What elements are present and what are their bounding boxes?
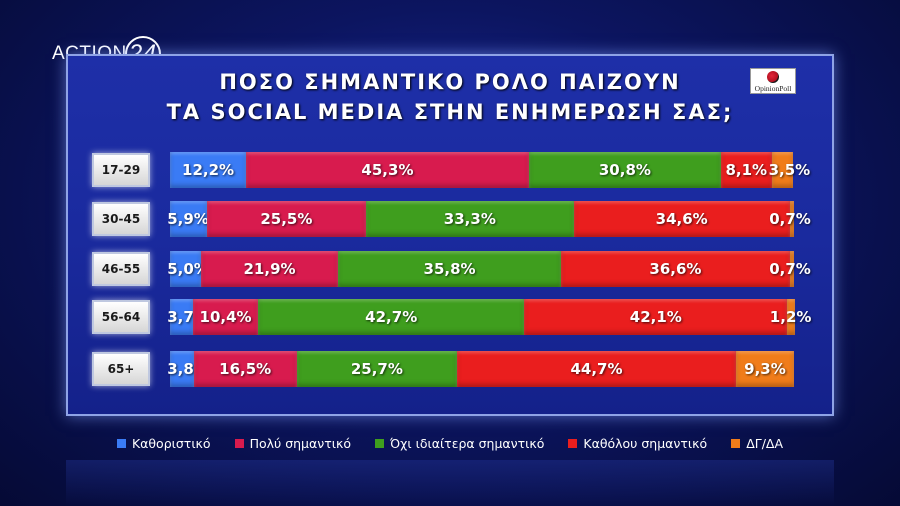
data-label: 35,8% [423,260,476,278]
data-label: 36,6% [649,260,702,278]
data-label: 10,4% [199,308,252,326]
legend-item: Πολύ σημαντικό [234,436,352,451]
data-label: 21,9% [243,260,296,278]
bar-segment [296,351,458,387]
data-label: 9,3% [744,360,786,378]
bar-segment [524,299,788,335]
age-group-label: 65+ [92,352,150,386]
data-label: 33,3% [443,210,496,228]
data-label: 0,7% [769,210,811,228]
chart-title-line1: ΠΟΣΟ ΣΗΜΑΝΤΙΚΟ ΡΟΛΟ ΠΑΙΖΟΥΝ [219,70,681,94]
bar-segment [170,299,194,335]
data-label: 25,5% [260,210,313,228]
legend-swatch [116,439,126,448]
data-label: 42,1% [629,308,682,326]
bar-segment [337,251,562,287]
bar-segment [257,299,525,335]
legend-item: Καθοριστικό [116,436,211,451]
bar-row: 12,2% 45,3% 30,8% 8,1% 3,5% [170,152,810,188]
opinionpoll-logo: OpinionPoll [750,68,796,94]
floor-reflection [66,460,834,506]
bar-segment [787,299,795,335]
legend-item: ΔΓ/ΔΑ [731,436,783,451]
bar-segment [561,251,790,287]
legend-swatch [375,439,385,448]
data-label: 42,7% [365,308,418,326]
data-label: 30,8% [598,161,651,179]
bar-row: 5,9% 25,5% 33,3% 34,6% 0,7% [167,201,811,237]
bar-segment [170,351,194,387]
bar-row: 3,8% 16,5% 25,7% 44,7% 9,3% [167,351,794,387]
legend-label: Πολύ σημαντικό [249,436,352,451]
bar-segment [720,152,772,188]
bar-row: 5,0% 21,9% 35,8% 36,6% 0,7% [167,251,811,287]
data-label: 25,7% [350,360,403,378]
bar-segment [528,152,721,188]
data-label: 34,6% [655,210,708,228]
bar-row: 3,7% 10,4% 42,7% 42,1% 1,2% [167,299,811,335]
bar-segment [789,251,794,287]
legend-label: Όχι ιδιαίτερα σημαντικό [390,436,545,451]
bar-segment [735,351,794,387]
legend-item: Όχι ιδιαίτερα σημαντικό [375,436,544,451]
bar-segment [170,152,247,188]
data-label: 5,9% [167,210,209,228]
bar-segment [246,152,529,188]
opinionpoll-logo-text: OpinionPoll [754,84,792,93]
bar-segment [201,251,338,287]
legend-item: Καθόλου σημαντικό [568,436,707,451]
age-group-label: 56-64 [92,300,150,334]
bar-segment [365,201,574,237]
bar-segment [457,351,736,387]
bar-segment [170,251,202,287]
age-group-label: 17-29 [92,153,150,187]
data-label: 16,5% [219,360,272,378]
data-label: 8,1% [725,161,768,179]
data-label: 45,3% [361,161,414,179]
age-group-label: 46-55 [92,252,150,286]
bar-segment [573,201,790,237]
data-label: 5,0% [167,260,209,278]
bar-segment [771,152,794,188]
legend-swatch [731,439,741,448]
bar-segment [789,201,794,237]
age-group-label: 30-45 [92,202,150,236]
legend-swatch [234,439,244,448]
chart-legend: Καθοριστικό Πολύ σημαντικό Όχι ιδιαίτερα σ… [0,436,900,451]
bar-segment [193,299,258,335]
data-label: 3,5% [768,161,811,179]
data-label: 44,7% [570,360,623,378]
bar-segment [193,351,297,387]
chart-title-line2: ΤΑ SOCIAL MEDIA ΣΤΗΝ ΕΝΗΜΕΡΩΣΗ ΣΑΣ; [166,100,734,124]
bar-segment [206,201,366,237]
opinionpoll-logo-icon [767,71,779,83]
legend-label: Καθοριστικό [131,436,211,451]
bar-segment [170,201,207,237]
legend-label: ΔΓ/ΔΑ [746,436,784,451]
data-label: 1,2% [769,308,812,326]
legend-label: Καθόλου σημαντικό [583,436,708,451]
data-label: 12,2% [182,161,235,179]
legend-swatch [568,439,578,448]
data-label: 0,7% [769,260,811,278]
